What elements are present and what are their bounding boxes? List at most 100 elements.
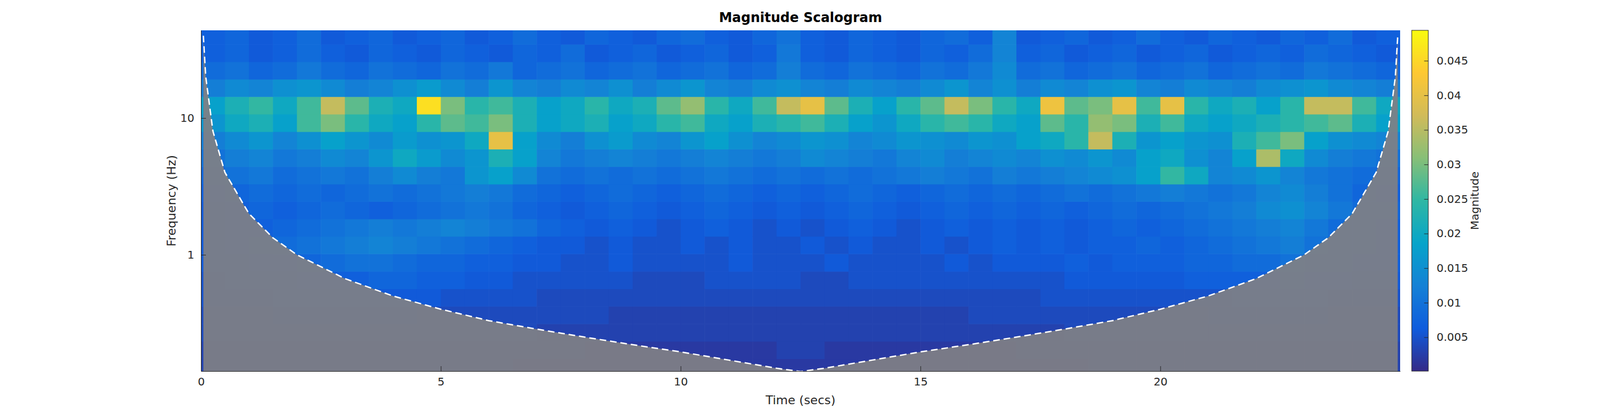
cell <box>704 289 729 307</box>
cell <box>320 131 346 150</box>
cell <box>896 166 921 185</box>
cell <box>560 114 586 132</box>
cell <box>1088 236 1113 254</box>
cell <box>968 306 993 325</box>
cell <box>1112 61 1137 80</box>
cell <box>248 149 274 167</box>
cell <box>848 289 873 307</box>
cell <box>1256 184 1281 203</box>
cell <box>656 219 681 237</box>
cell <box>704 96 729 115</box>
chart: 05101520110Magnitude ScalogramTime (secs… <box>0 0 1600 418</box>
cell <box>584 30 609 45</box>
cell <box>416 44 442 62</box>
cell <box>440 149 465 167</box>
cell <box>345 201 370 220</box>
cell <box>680 149 706 167</box>
cell <box>776 166 802 185</box>
cell <box>1256 201 1281 220</box>
cell <box>872 289 897 307</box>
cell <box>968 219 993 237</box>
cell <box>368 149 394 167</box>
cell <box>608 61 633 80</box>
cell <box>1112 79 1137 98</box>
cell <box>728 131 754 150</box>
cell <box>584 96 609 115</box>
cell <box>1136 236 1161 254</box>
cell <box>1232 184 1257 203</box>
cell <box>944 201 969 220</box>
cell <box>1304 219 1329 237</box>
cell <box>728 341 754 360</box>
cell <box>1232 30 1257 45</box>
cell <box>416 201 442 220</box>
cell <box>1280 30 1305 45</box>
cell <box>368 79 394 98</box>
cell <box>776 61 802 80</box>
colorbar-tick-label: 0.04 <box>1436 88 1462 103</box>
cell <box>248 61 274 80</box>
cell <box>1256 219 1281 237</box>
cell <box>800 79 825 98</box>
colorbar-axis-line <box>1428 30 1429 373</box>
cell <box>1280 61 1305 80</box>
cell <box>560 253 586 272</box>
cell <box>992 30 1017 45</box>
cell <box>368 253 394 272</box>
cell <box>320 79 346 98</box>
cell <box>608 149 633 167</box>
cell <box>1208 149 1233 167</box>
cell <box>776 184 802 203</box>
cell <box>512 184 538 203</box>
cell <box>872 271 897 290</box>
cell <box>1352 96 1377 115</box>
cell <box>824 114 849 132</box>
cell <box>872 114 897 132</box>
cell <box>1112 114 1137 132</box>
cell <box>440 96 465 115</box>
cell <box>512 30 538 45</box>
cell <box>680 96 706 115</box>
cell <box>393 219 418 237</box>
cell <box>1160 149 1185 167</box>
x-axis-title: Time (secs) <box>765 393 836 408</box>
cell <box>800 219 825 237</box>
cell <box>704 201 729 220</box>
cell <box>1088 96 1113 115</box>
cell <box>1136 79 1161 98</box>
cell <box>584 306 609 325</box>
cell <box>1088 61 1113 80</box>
cell <box>416 131 442 150</box>
cell <box>440 79 465 98</box>
cell <box>368 131 394 150</box>
cell <box>512 236 538 254</box>
cell <box>1040 79 1065 98</box>
cell <box>968 30 993 45</box>
cell <box>1136 271 1161 290</box>
cell <box>1208 114 1233 132</box>
cell <box>1112 289 1137 307</box>
cell <box>512 114 538 132</box>
colorbar <box>1411 30 1429 372</box>
cell <box>1208 271 1233 290</box>
cell <box>704 236 729 254</box>
cell <box>680 289 706 307</box>
cell <box>704 30 729 45</box>
cell <box>752 131 777 150</box>
cell <box>944 96 969 115</box>
x-tick-label: 10 <box>674 375 688 389</box>
cell <box>464 96 490 115</box>
cell <box>512 201 538 220</box>
cell <box>488 219 513 237</box>
cell <box>393 166 418 185</box>
cell <box>656 201 681 220</box>
cell <box>1184 44 1209 62</box>
cell <box>1064 306 1089 325</box>
cell <box>944 131 969 150</box>
cell <box>920 61 945 80</box>
cell <box>345 219 370 237</box>
cell <box>1112 219 1137 237</box>
cell <box>1232 166 1257 185</box>
cell <box>752 44 777 62</box>
cell <box>440 44 465 62</box>
